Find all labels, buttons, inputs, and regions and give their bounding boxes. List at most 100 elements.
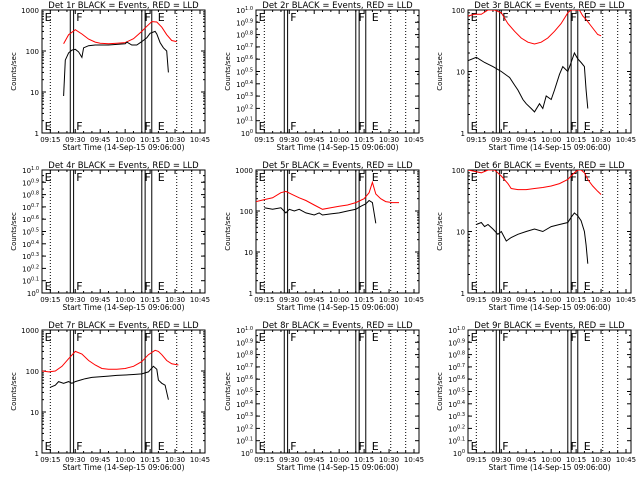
flag-label-top: F (358, 171, 364, 184)
series-lld-line (42, 349, 179, 373)
flag-label-bottom: E (471, 440, 478, 453)
x-tick-label: 10:45 (404, 296, 424, 304)
panel-det-9: Det 9r BLACK = Events, RED = LLD 100 100.1… (436, 321, 636, 472)
y-tick-label: 100.8 (236, 351, 253, 360)
y-tick-label: 101.0 (448, 326, 465, 335)
x-tick-label: 10:15 (354, 456, 374, 464)
flag-label-bottom: E (45, 120, 52, 133)
flag-label-bottom: F (144, 120, 150, 133)
flag-label-bottom: F (290, 440, 296, 453)
x-tick-label: 10:15 (566, 296, 586, 304)
flag-label-top: E (45, 11, 52, 24)
flag-label-top: F (502, 171, 508, 184)
x-tick-label: 10:30 (591, 136, 611, 144)
flag-label-bottom: E (471, 280, 478, 293)
x-tick-label: 10:00 (115, 456, 135, 464)
y-tick-label: 100.9 (448, 338, 465, 347)
flag-label-top: E (584, 11, 591, 24)
flag-label-top: F (502, 11, 508, 24)
y-tick-label: 100 (27, 289, 39, 298)
x-tick-label: 10:30 (165, 456, 185, 464)
flag-label-bottom: E (584, 280, 591, 293)
y-tick-label: 1 (461, 130, 465, 138)
flag-label-bottom: E (158, 440, 165, 453)
y-axis-label: Counts/sec (436, 372, 444, 411)
y-tick-label: 100.7 (236, 363, 253, 372)
x-tick-label: 10:15 (140, 296, 160, 304)
y-tick-label: 100.1 (236, 437, 253, 446)
x-tick-label: 10:00 (115, 296, 135, 304)
y-tick-label: 100.5 (236, 387, 253, 396)
flag-label-bottom: E (372, 280, 379, 293)
series-lld-line (63, 21, 177, 45)
x-tick-label: 09:30 (65, 136, 85, 144)
x-tick-label: 09:15 (40, 456, 60, 464)
plot-frame (467, 329, 632, 454)
x-tick-label: 10:15 (140, 456, 160, 464)
series-lld-line (256, 180, 399, 210)
series-events-line (50, 365, 169, 400)
x-tick-label: 10:30 (165, 296, 185, 304)
series-lld-line (468, 10, 602, 45)
flag-label-bottom: E (158, 120, 165, 133)
x-tick-label: 10:15 (566, 456, 586, 464)
y-axis-label: Counts/sec (224, 212, 232, 251)
y-tick-label: 100.8 (236, 31, 253, 40)
y-tick-label: 101.0 (236, 6, 253, 15)
x-tick-label: 10:15 (566, 136, 586, 144)
flag-label-bottom: E (584, 120, 591, 133)
plot-frame (467, 9, 632, 134)
y-tick-label: 1 (249, 290, 253, 298)
flag-label-bottom: E (158, 280, 165, 293)
flag-label-top: E (471, 171, 478, 184)
x-tick-label: 10:45 (616, 136, 636, 144)
x-axis-label: Start Time (14-Sep-15 09:06:00) (63, 463, 185, 472)
series-events-line (476, 212, 589, 264)
y-axis-label: Counts/sec (436, 52, 444, 91)
panel-title: Det 2r BLACK = Events, RED = LLD (262, 1, 413, 11)
flag-label-top: F (76, 331, 82, 344)
flag-label-top: F (570, 11, 576, 24)
flag-label-top: E (372, 11, 379, 24)
y-tick-label: 100 (241, 129, 253, 138)
y-tick-label: 100.6 (236, 375, 253, 384)
flag-label-top: F (290, 11, 296, 24)
y-tick-label: 100.8 (22, 191, 39, 200)
x-tick-label: 09:15 (466, 296, 486, 304)
y-tick-label: 100.3 (22, 252, 39, 261)
y-tick-label: 100.6 (22, 215, 39, 224)
flag-label-top: E (45, 331, 52, 344)
y-tick-label: 10 (456, 69, 465, 77)
y-axis-label: Counts/sec (10, 212, 18, 251)
y-tick-label: 100 (26, 368, 39, 376)
y-tick-label: 100.3 (236, 412, 253, 421)
y-tick-label: 101.0 (22, 166, 39, 175)
x-tick-label: 10:15 (354, 136, 374, 144)
flag-label-top: E (45, 171, 52, 184)
x-tick-label: 10:30 (379, 456, 399, 464)
plot-frame (41, 329, 206, 454)
y-tick-label: 100 (26, 48, 39, 56)
x-tick-label: 09:45 (304, 136, 324, 144)
flag-label-top: F (570, 331, 576, 344)
x-axis-label: Start Time (14-Sep-15 09:06:00) (277, 143, 399, 152)
x-tick-label: 09:15 (40, 136, 60, 144)
panel-det-7: Det 7r BLACK = Events, RED = LLD 1 10 100 10… (10, 321, 210, 472)
x-tick-label: 09:15 (254, 296, 274, 304)
y-tick-label: 100.1 (448, 437, 465, 446)
flag-label-top: E (259, 331, 266, 344)
x-tick-label: 10:45 (190, 296, 210, 304)
flag-label-top: E (158, 171, 165, 184)
y-tick-label: 100.1 (22, 277, 39, 286)
flag-label-top: E (259, 11, 266, 24)
panel-title: Det 9r BLACK = Events, RED = LLD (474, 321, 625, 331)
y-tick-label: 1000 (21, 327, 39, 335)
y-tick-label: 100 (240, 208, 253, 216)
flag-label-bottom: F (502, 120, 508, 133)
y-tick-label: 100.1 (236, 117, 253, 126)
x-tick-label: 10:45 (190, 456, 210, 464)
y-tick-label: 100.4 (22, 240, 39, 249)
flag-label-top: F (290, 331, 296, 344)
flag-label-bottom: F (290, 120, 296, 133)
x-axis-label: Start Time (14-Sep-15 09:06:00) (489, 143, 611, 152)
